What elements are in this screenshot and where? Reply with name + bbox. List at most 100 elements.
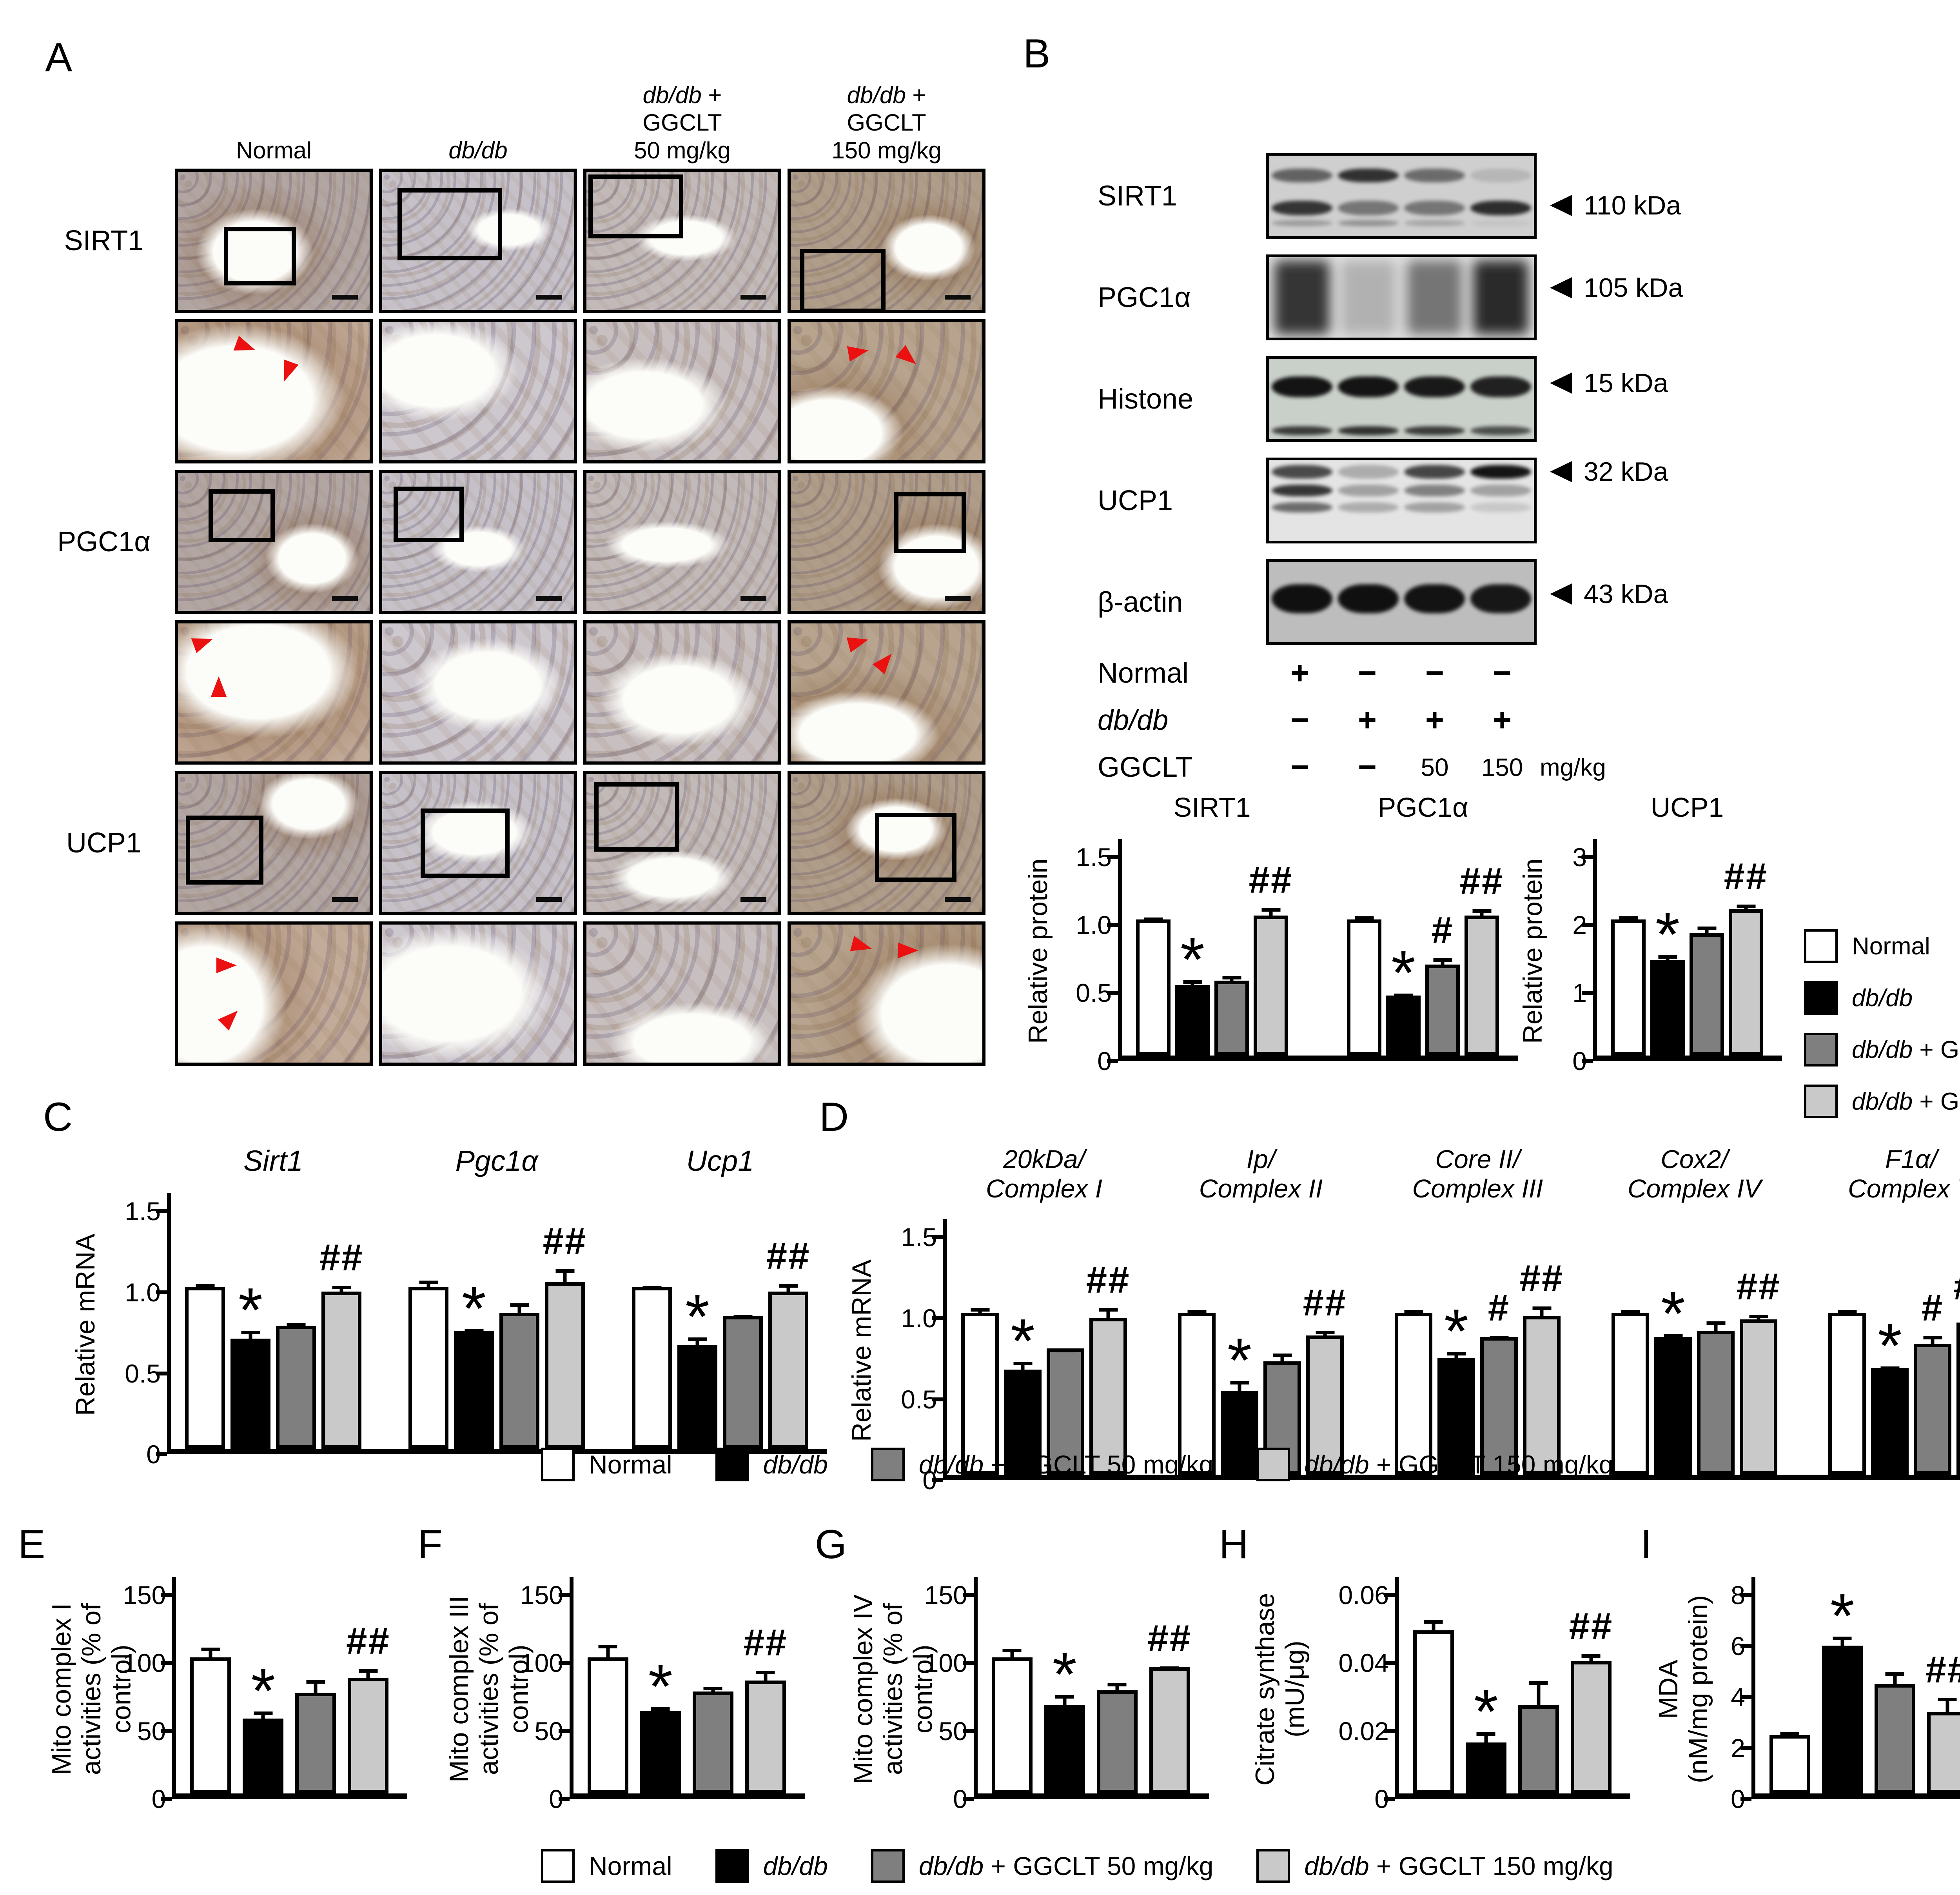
kda-callout: 43 kDa xyxy=(1550,579,1668,609)
bar xyxy=(692,1687,733,1793)
error-bar xyxy=(419,1281,438,1291)
dose-mark: + xyxy=(1493,702,1512,738)
chart-group-title: Sirt1 xyxy=(243,1145,303,1177)
panel-c-letter: C xyxy=(43,1094,74,1140)
significance-marker: # xyxy=(1488,1286,1510,1329)
inset-box xyxy=(397,188,502,261)
y-tick-label: 0.5 xyxy=(125,1359,161,1388)
vessel-lumen xyxy=(382,927,552,1060)
error-bar-cap xyxy=(1472,909,1491,913)
ihc-image xyxy=(175,169,373,313)
significance-marker: * xyxy=(1391,938,1416,1008)
blot-band xyxy=(1340,260,1396,334)
ihc-image xyxy=(379,620,577,765)
ihc-image xyxy=(379,319,577,463)
error-bar xyxy=(1355,916,1374,923)
error-bar xyxy=(241,1331,260,1343)
error-bar xyxy=(1621,1310,1640,1317)
chart-body: Mito complex III activities (% of control… xyxy=(444,1572,805,1813)
error-bar-cap xyxy=(598,1644,617,1648)
blot-lane xyxy=(1269,156,1335,236)
vessel-lumen xyxy=(257,774,359,840)
dose-mark: 150 xyxy=(1481,753,1523,781)
error-bar xyxy=(971,1308,989,1317)
error-bar xyxy=(201,1647,220,1661)
y-axis-label: MDA (nM/mg protein) xyxy=(1653,1595,1713,1783)
error-bar-cap xyxy=(1476,1732,1495,1736)
legend-item: db/db xyxy=(1804,981,1960,1015)
vessel-lumen xyxy=(465,208,552,251)
error-bar-cap xyxy=(1394,994,1413,997)
error-bar xyxy=(1013,1361,1032,1373)
panel-e-letter: E xyxy=(18,1522,45,1567)
bar: ## xyxy=(543,1220,586,1449)
bar xyxy=(991,1649,1033,1793)
error-bar-cap xyxy=(1780,1732,1799,1736)
panel-h-chart: Citrate synthase (mU/μg) 0.06 0.04 0.02 0 * ## xyxy=(1250,1572,1630,1813)
error-bar-cap xyxy=(1706,1321,1725,1325)
significance-marker: ## xyxy=(543,1220,587,1263)
error-bar xyxy=(1472,909,1491,919)
y-tick-mark xyxy=(1384,1797,1395,1801)
error-bar xyxy=(1749,1315,1768,1323)
left-arrow-icon xyxy=(1550,195,1572,216)
y-axis-line xyxy=(1582,839,1597,1063)
y-tick-mark xyxy=(1107,1059,1118,1063)
significance-marker: * xyxy=(1474,1676,1499,1747)
blot-band xyxy=(1404,584,1465,614)
bar xyxy=(1518,1681,1559,1793)
blot-band xyxy=(1338,200,1399,215)
y-tick-mark xyxy=(1582,855,1593,859)
bar: * xyxy=(677,1281,717,1449)
y-tick-mark xyxy=(156,1290,167,1295)
inset-box xyxy=(594,782,680,852)
bar xyxy=(190,1647,231,1793)
chart-group-titles: 20kDa/Complex I Ip/Complex II Core II/Comp… xyxy=(847,1145,1960,1203)
bar xyxy=(1096,1682,1138,1793)
legend-item: db/db + GGCLT 50 mg/kg xyxy=(871,1448,1213,1481)
blot-band xyxy=(1271,426,1333,435)
bar: * xyxy=(1437,1296,1475,1475)
plot-area: * ## xyxy=(573,1572,805,1799)
y-tick-mark xyxy=(161,1729,172,1733)
panel-h-letter: H xyxy=(1219,1522,1249,1567)
error-bar-cap xyxy=(1160,1666,1179,1670)
panel-a-row-label-sirt1: SIRT1 xyxy=(64,225,144,256)
panel-a-column-header: db/db + GGCLT 150 mg/kg xyxy=(831,82,942,164)
error-bar-cap xyxy=(1355,916,1374,920)
blot-band xyxy=(1404,502,1465,513)
bar: * xyxy=(1465,1677,1506,1793)
bar: ## xyxy=(1086,1259,1129,1475)
bar: * xyxy=(243,1655,284,1793)
error-bar xyxy=(465,1329,483,1334)
scale-bar xyxy=(740,295,766,300)
y-tick-mark xyxy=(1740,1797,1751,1801)
legend-swatch xyxy=(1804,981,1838,1015)
y-tick-mark xyxy=(558,1661,570,1665)
error-bar xyxy=(1002,1649,1022,1661)
significance-marker: ## xyxy=(1569,1605,1613,1647)
bar: ## xyxy=(1953,1266,1960,1475)
kda-label: 110 kDa xyxy=(1584,191,1681,221)
error-bar xyxy=(703,1687,722,1695)
error-bar xyxy=(1222,976,1241,985)
scale-bar xyxy=(536,897,562,902)
bar: ## xyxy=(1249,859,1292,1056)
vessel-lumen xyxy=(791,690,940,761)
y-axis-label: Citrate synthase (mU/μg) xyxy=(1250,1593,1310,1786)
significance-marker: ## xyxy=(346,1620,390,1662)
error-bar-cap xyxy=(1433,958,1452,962)
plot-area: * ## xyxy=(977,1572,1209,1799)
ihc-image xyxy=(788,319,985,463)
error-bar xyxy=(1273,1354,1292,1365)
legend-label: Normal xyxy=(589,1450,672,1479)
error-bar xyxy=(1697,926,1716,937)
legend-label: Normal xyxy=(1852,932,1930,960)
ihc-image xyxy=(379,169,577,313)
blot-lane xyxy=(1468,460,1534,541)
error-bar-cap xyxy=(1838,1310,1857,1314)
chart-group-title: Core II/Complex III xyxy=(1412,1145,1543,1203)
chart-body: Citrate synthase (mU/μg) 0.06 0.04 0.02 0 * ## xyxy=(1250,1572,1630,1813)
vessel-lumen xyxy=(853,943,982,1063)
blot-band xyxy=(1470,426,1532,435)
